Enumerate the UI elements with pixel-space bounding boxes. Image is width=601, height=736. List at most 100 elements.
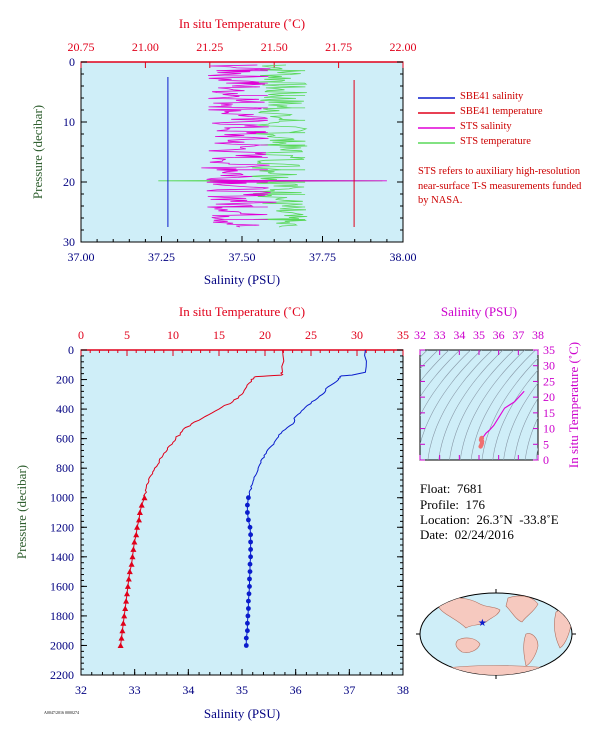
- full-profile-temperature-marker: [121, 612, 128, 619]
- full-profile-salinity-marker: [243, 643, 249, 648]
- near-surface-x-axis-label: Salinity (PSU): [204, 272, 280, 287]
- full-profile-temperature-marker: [131, 539, 138, 545]
- full-profile-top-tick-label: 25: [305, 328, 317, 342]
- full-profile-plot-area: [80, 349, 404, 676]
- full-profile-temperature-marker: [122, 605, 129, 611]
- full-profile-y-tick-label: 200: [56, 373, 74, 387]
- full-profile-salinity-marker: [245, 620, 250, 626]
- ts-density-contour: [420, 350, 471, 417]
- full-profile-salinity-marker: [245, 628, 250, 634]
- ts-x-tick-label: 36: [493, 328, 505, 342]
- full-profile-y-tick-label: 1000: [50, 491, 74, 505]
- full-profile-y-tick-label: 2000: [50, 638, 74, 652]
- legend: [418, 97, 455, 144]
- profile-number: Profile: 176: [420, 497, 485, 512]
- full-profile-top-tick-label: 35: [397, 328, 409, 342]
- ts-y-tick-label: 20: [543, 390, 555, 404]
- map-land-north-america: [505, 595, 539, 623]
- ts-density-contour: [481, 357, 538, 460]
- near-surface-x-tick-label: 37.75: [309, 250, 336, 264]
- full-profile-x-tick-label: 34: [182, 683, 194, 697]
- near-surface-top-tick-label: 21.00: [132, 40, 159, 54]
- full-profile-temperature-marker: [136, 509, 143, 515]
- ts-density-contour: [420, 350, 450, 383]
- ts-density-contour: [470, 350, 536, 460]
- full-profile-top-tick-label: 20: [259, 328, 271, 342]
- full-profile-ticks: 32 33 34 35 36 37 38 0 5 10 15 20 25 30 35 0 200 400 600 80…: [50, 328, 409, 697]
- near-surface-top-tick-label: 21.25: [196, 40, 223, 54]
- full-profile-top-axis-label: In situ Temperature (˚C): [179, 304, 305, 319]
- map-land-south-america: [523, 633, 539, 667]
- near-surface-y-tick-label: 30: [63, 235, 75, 249]
- ts-density-contours: [420, 350, 538, 460]
- full-profile-salinity-marker: [247, 561, 253, 567]
- footer-code: A0047/2016 0000274: [44, 710, 79, 715]
- full-profile-salinity-marker: [247, 524, 253, 530]
- full-profile-y-tick-label: 2200: [50, 668, 74, 682]
- ts-density-contour: [492, 369, 538, 460]
- full-profile-salinity-marker: [247, 584, 252, 589]
- full-profile-top-tick-label: 5: [124, 328, 130, 342]
- full-profile-temperature-marker: [141, 494, 148, 501]
- full-profile-temperature-marker: [138, 502, 145, 508]
- ts-density-contour: [460, 350, 525, 460]
- full-profile-top-tick-label: 10: [167, 328, 179, 342]
- full-profile-salinity-marker: [248, 547, 254, 552]
- full-profile-salinity-marker: [248, 532, 254, 538]
- near-surface-x-tick-label: 38.00: [390, 250, 417, 264]
- ts-y-tick-label: 15: [543, 406, 555, 420]
- near-surface-panel: 37.00 37.25 37.50 37.75 38.00 20.75 21.00 21.25…: [30, 16, 417, 287]
- map-land-asia: [438, 597, 501, 629]
- ts-x-tick-label: 32: [414, 328, 426, 342]
- ts-y-tick-label: 35: [543, 343, 555, 357]
- full-profile-temperature-marker: [136, 516, 142, 523]
- legend-label-sbe41-salinity: SBE41 salinity: [460, 91, 524, 102]
- full-profile-salinity-marker: [248, 539, 254, 545]
- float-id: Float: 7681: [420, 481, 483, 496]
- ts-density-contour: [524, 416, 538, 460]
- ts-y-tick-label: 0: [543, 453, 549, 467]
- full-profile-temperature-marker: [120, 620, 127, 626]
- ts-point: [478, 444, 483, 449]
- map-float-marker: ★: [478, 618, 487, 629]
- near-surface-y-axis-label: Pressure (decibar): [30, 105, 45, 199]
- near-surface-top-tick-label: 20.75: [68, 40, 95, 54]
- near-surface-x-tick-label: 37.25: [148, 250, 175, 264]
- near-surface-y-tick-label: 20: [63, 175, 75, 189]
- full-profile-x-tick-label: 33: [129, 683, 141, 697]
- ts-x-tick-label: 35: [473, 328, 485, 342]
- full-profile-temperature-marker: [123, 598, 130, 604]
- location-map: ★: [416, 589, 576, 679]
- full-profile-temperature-marker: [130, 546, 137, 552]
- full-profile-series: [117, 349, 367, 648]
- full-profile-salinity-marker: [247, 569, 253, 574]
- near-surface-y-tick-label: 10: [63, 115, 75, 129]
- full-profile-top-tick-label: 30: [351, 328, 363, 342]
- legend-label-sts-temperature: STS temperature: [460, 136, 531, 147]
- full-profile-salinity-marker: [246, 606, 251, 611]
- date: Date: 02/24/2016: [420, 527, 514, 542]
- location: Location: 26.3˚N -33.8˚E: [420, 512, 559, 527]
- ts-y-tick-label: 10: [543, 422, 555, 436]
- ts-x-tick-label: 33: [434, 328, 446, 342]
- full-profile-x-tick-label: 37: [343, 683, 355, 697]
- full-profile-y-tick-label: 1200: [50, 520, 74, 534]
- full-profile-y-tick-label: 1800: [50, 609, 74, 623]
- full-profile-salinity-marker: [245, 613, 251, 619]
- full-profile-y-axis-label: Pressure (decibar): [14, 465, 29, 559]
- full-profile-top-tick-label: 0: [78, 328, 84, 342]
- near-surface-sts-salinity-line: [201, 64, 387, 228]
- ts-density-contour: [449, 350, 515, 460]
- full-profile-temperature-marker: [125, 576, 132, 582]
- full-profile-salinity-marker: [247, 576, 252, 582]
- ts-density-contour: [438, 350, 504, 460]
- full-profile-y-tick-label: 400: [56, 402, 74, 416]
- ts-right-axis-label: In situ Temperature (˚C): [566, 342, 581, 468]
- legend-label-sbe41-temperature: SBE41 temperature: [460, 106, 543, 117]
- ts-x-tick-label: 37: [512, 328, 524, 342]
- ts-plot-area: [419, 349, 539, 461]
- ts-density-contour: [427, 350, 493, 460]
